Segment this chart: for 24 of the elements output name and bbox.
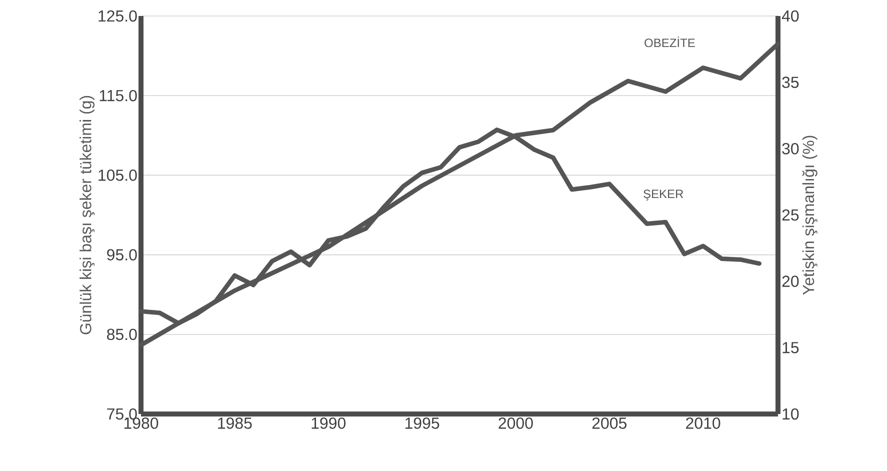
x-tick-label: 1990	[312, 418, 346, 429]
y-tick-label: 75.0	[107, 408, 137, 420]
y2-tick-label: 25	[782, 209, 799, 221]
series-label: ŞEKER	[644, 190, 684, 201]
y-tick-label: 105.0	[98, 170, 137, 181]
y2-tick-label: 40	[782, 10, 799, 22]
series-label: OBEZİTE	[644, 36, 695, 48]
x-tick-label: 2010	[686, 418, 720, 429]
y2-tick-label: 30	[782, 143, 799, 154]
x-tick-label: 2000	[498, 418, 533, 429]
y-tick-label: 115.0	[100, 90, 137, 102]
y2-axis-title: Yetişkin şişmanlığı (%)	[802, 136, 818, 295]
x-tick-label: 1995	[405, 418, 440, 429]
y-tick-label: 125.0	[98, 10, 137, 22]
y2-tick-label: 15	[782, 342, 799, 354]
y-tick-label: 95.0	[107, 249, 137, 260]
y2-tick-label: 10	[782, 408, 799, 420]
y2-tick-label: 20	[782, 276, 799, 287]
x-tick-label: 1985	[218, 418, 252, 429]
x-tick-label: 2005	[592, 418, 626, 429]
y-tick-label: 85.0	[107, 328, 137, 340]
y2-tick-label: 35	[782, 76, 799, 88]
x-tick-label: 1980	[124, 418, 158, 429]
y-axis-title: Günlük kişi başı şeker tüketimi (g)	[80, 96, 95, 334]
